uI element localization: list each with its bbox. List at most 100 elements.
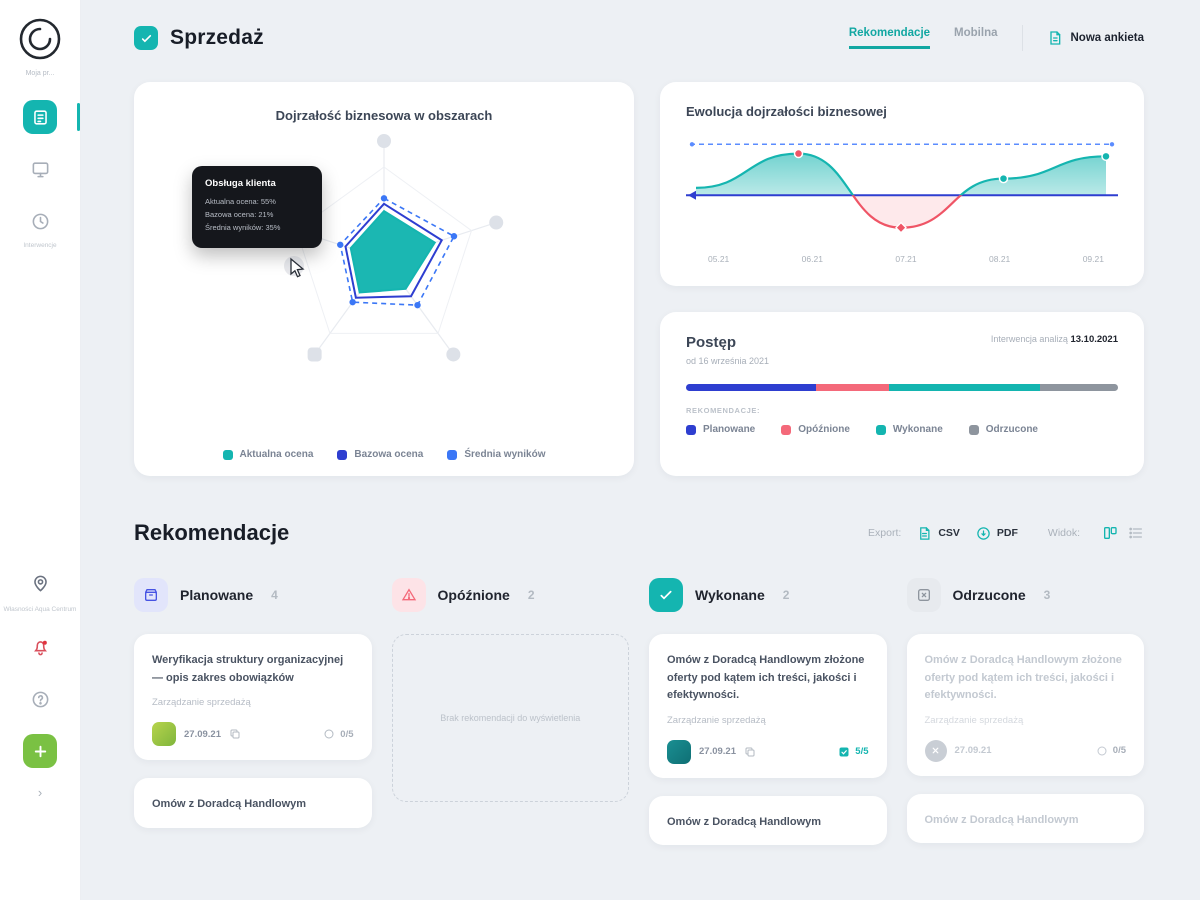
empty-drop-zone[interactable]: Brak rekomendacji do wyświetlenia <box>391 634 629 802</box>
progress-segment <box>686 384 816 391</box>
export-pdf-button[interactable]: PDF <box>976 526 1018 541</box>
sidebar-item-reports[interactable] <box>23 152 57 186</box>
bell-icon <box>33 640 47 655</box>
page-title: Sprzedaż <box>170 26 264 49</box>
view-board-button[interactable] <box>1102 525 1118 541</box>
radar-chart-card: Dojrzałość biznesowa w obszarach Obsługa… <box>134 82 634 476</box>
sidebar-item-help[interactable] <box>23 682 57 716</box>
new-survey-button[interactable]: Nowa ankieta <box>1047 30 1144 46</box>
task-card[interactable]: Omów z Doradcą Handlowym <box>134 778 372 828</box>
view-list-button[interactable] <box>1128 525 1144 541</box>
help-icon <box>32 691 48 707</box>
sidebar: Moja pr... Interwencje Własności Aqua Ce… <box>0 0 80 900</box>
column-done: Omów z Doradcą Handlowym złożone oferty … <box>649 634 887 846</box>
page-header: Sprzedaż Rekomendacje Mobilna Nowa ankie… <box>134 16 1144 60</box>
legend-item: Wykonane <box>875 424 943 435</box>
page-title-icon <box>134 26 158 50</box>
copy-icon[interactable] <box>229 728 241 740</box>
plus-icon <box>34 745 46 757</box>
list-view-icon <box>1129 527 1142 539</box>
pdf-file-icon <box>977 526 990 540</box>
board-view-icon <box>1104 527 1117 539</box>
tooltip-title: Obsługa klienta <box>205 178 276 189</box>
legend-item: Odrzucone <box>968 424 1038 435</box>
recommendations-title: Rekomendacje <box>134 520 290 545</box>
progress-title: Postęp <box>686 334 737 351</box>
export-label: Export: <box>868 527 902 539</box>
progress-legend: Planowane Opóźnione Wykonane Odrzucone <box>686 424 1118 435</box>
task-card[interactable]: Omów z Doradcą Handlowym <box>906 793 1144 844</box>
csv-file-icon <box>920 526 930 540</box>
kanban-column-headers: Planowane 4 Opóźnione 2 Wykonane 2 Odrzu… <box>134 578 1144 634</box>
collapse-chevron-icon[interactable]: › <box>37 785 43 800</box>
progress-summary-label: Rekomendacje: <box>686 406 761 415</box>
column-rejected: Omów z Doradcą Handlowym złożone oferty … <box>906 634 1144 845</box>
evolution-x-axis: 05.21 06.21 07.21 08.21 09.21 <box>708 254 1104 264</box>
export-csv-button[interactable]: CSV <box>917 526 960 541</box>
circle-progress-icon <box>1097 746 1107 756</box>
column-planned: Weryfikacja struktury organizacyjnej — o… <box>134 634 372 845</box>
cursor-icon <box>282 254 312 289</box>
tab-recommendations[interactable]: Rekomendacje <box>848 27 931 49</box>
header-divider <box>1021 25 1023 51</box>
progress-subtitle: od 16 września 2021 <box>686 356 770 366</box>
main-content: Sprzedaż Rekomendacje Mobilna Nowa ankie… <box>80 0 1200 900</box>
radar-tooltip: Obsługa klienta Aktualna ocena: 55% Bazo… <box>192 166 322 248</box>
checklist-progress: 0/5 <box>1096 745 1126 757</box>
task-card[interactable]: Omów z Doradcą Handlowym złożone oferty … <box>649 634 887 778</box>
check-square-icon <box>839 747 849 757</box>
column-delayed: Brak rekomendacji do wyświetlenia <box>391 634 629 845</box>
progress-segment <box>889 384 1041 391</box>
progress-note: Interwencja analizą 13.10.2021 <box>990 334 1118 345</box>
progress-segment <box>1040 384 1118 391</box>
progress-card: Postęp od 16 września 2021 Interwencja a… <box>660 312 1144 476</box>
survey-icon <box>33 109 47 125</box>
sidebar-item-news[interactable] <box>23 734 57 768</box>
tab-mobile[interactable]: Mobilna <box>954 27 998 39</box>
sidebar-item-interventions[interactable] <box>23 204 57 238</box>
sidebar-item-surveys[interactable] <box>23 100 80 134</box>
column-header-done[interactable]: Wykonane 2 <box>649 578 887 612</box>
task-card[interactable]: Omów z Doradcą Handlowym <box>649 795 887 846</box>
column-header-rejected[interactable]: Odrzucone 3 <box>906 578 1145 612</box>
rejected-icon <box>906 578 941 612</box>
copy-icon[interactable] <box>744 746 756 758</box>
column-header-planned[interactable]: Planowane 4 <box>134 578 372 612</box>
document-icon <box>1049 31 1060 45</box>
legend-item: Średnia wyników <box>447 449 545 460</box>
radar-chart <box>264 134 504 362</box>
assignee-avatar <box>152 722 176 747</box>
interventions-label: Interwencje <box>23 242 57 249</box>
radar-card-title: Dojrzałość biznesowa w obszarach <box>275 108 493 123</box>
planned-icon <box>134 578 168 612</box>
sidebar-item-location[interactable] <box>23 566 57 600</box>
assignee-avatar <box>667 739 691 764</box>
progress-segment <box>815 384 890 391</box>
done-icon <box>649 578 683 612</box>
evolution-chart-card: Ewolucja dojrzałości biznesowej 05.21 06… <box>660 82 1144 286</box>
sidebar-item-notifications[interactable] <box>23 630 57 664</box>
checklist-progress: 0/5 <box>323 728 354 740</box>
task-card[interactable]: Omów z Doradcą Handlowym złożone oferty … <box>906 634 1144 776</box>
progress-bar <box>686 384 1118 391</box>
legend-item: Aktualna ocena <box>222 449 313 460</box>
evolution-card-title: Ewolucja dojrzałości biznesowej <box>686 104 887 119</box>
circle-progress-icon <box>324 729 334 739</box>
legend-item: Opóźnione <box>781 424 850 435</box>
monitor-icon <box>32 161 48 177</box>
radar-legend: Aktualna ocena Bazowa ocena Średnia wyni… <box>160 449 608 460</box>
delayed-icon <box>391 578 426 612</box>
view-label: Widok: <box>1047 527 1080 539</box>
workspace-label: Moja pr... <box>25 70 55 77</box>
column-header-delayed[interactable]: Opóźnione 2 <box>391 578 630 612</box>
app-logo[interactable] <box>17 16 63 62</box>
evolution-chart <box>686 142 1118 234</box>
recommendations-header: Rekomendacje Export: CSV PDF Widok: <box>134 520 1144 546</box>
task-card[interactable]: Weryfikacja struktury organizacyjnej — o… <box>134 634 372 761</box>
kanban-board: Weryfikacja struktury organizacyjnej — o… <box>134 634 1144 846</box>
legend-item: Bazowa ocena <box>337 449 423 460</box>
checklist-progress: 5/5 <box>838 746 869 758</box>
clock-icon <box>32 213 48 229</box>
location-label: Własności Aqua Centrum <box>3 606 77 614</box>
map-pin-icon <box>33 575 47 592</box>
